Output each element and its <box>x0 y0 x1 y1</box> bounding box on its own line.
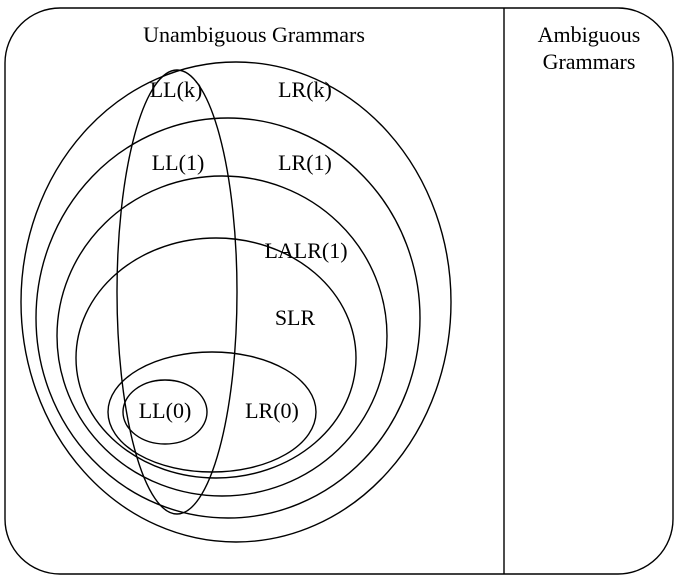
ambiguous-label-line1: Ambiguous <box>538 22 641 47</box>
llk-label: LL(k) <box>150 77 203 102</box>
lalr1-region <box>57 176 387 496</box>
lalr1-label: LALR(1) <box>264 238 347 263</box>
lr1-label: LR(1) <box>278 150 332 175</box>
ll-region <box>117 70 237 514</box>
slr-region <box>76 238 356 478</box>
ll0-label: LL(0) <box>139 398 192 423</box>
ll1-label: LL(1) <box>152 150 205 175</box>
grammar-venn-diagram: Unambiguous Grammars Ambiguous Grammars … <box>0 0 680 585</box>
lrk-label: LR(k) <box>278 77 332 102</box>
lr0-label: LR(0) <box>245 398 299 423</box>
unambiguous-label: Unambiguous Grammars <box>143 22 365 47</box>
ambiguous-label-line2: Grammars <box>543 49 636 74</box>
slr-label: SLR <box>275 305 316 330</box>
outer-container <box>5 8 673 574</box>
